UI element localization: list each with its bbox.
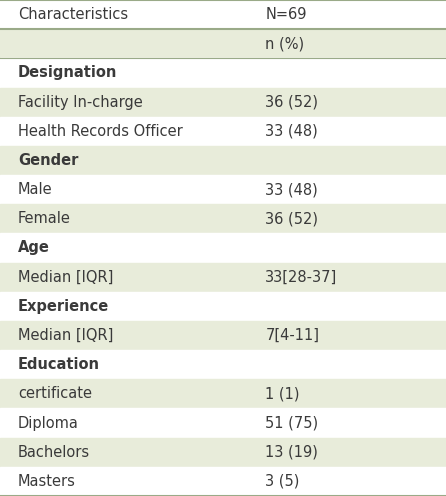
- Text: 36 (52): 36 (52): [265, 95, 318, 110]
- Bar: [0, 437, 446, 467]
- Text: Diploma: Diploma: [18, 416, 78, 431]
- Text: Median [IQR]: Median [IQR]: [18, 270, 113, 285]
- Bar: [0, 175, 446, 204]
- Text: Male: Male: [18, 182, 53, 197]
- Text: 1 (1): 1 (1): [265, 386, 300, 401]
- Text: certificate: certificate: [18, 386, 92, 401]
- Text: Facility In-charge: Facility In-charge: [18, 95, 143, 110]
- Text: n (%): n (%): [265, 36, 305, 51]
- Bar: [0, 234, 446, 262]
- Text: Female: Female: [18, 211, 71, 226]
- Bar: [0, 292, 446, 321]
- Bar: [0, 117, 446, 146]
- Text: 7[4-11]: 7[4-11]: [265, 328, 319, 343]
- Bar: [0, 321, 446, 350]
- Text: Experience: Experience: [18, 299, 109, 314]
- Bar: [0, 409, 446, 437]
- Text: Education: Education: [18, 357, 100, 372]
- Text: 36 (52): 36 (52): [265, 211, 318, 226]
- Text: 13 (19): 13 (19): [265, 445, 318, 460]
- Text: Bachelors: Bachelors: [18, 445, 90, 460]
- Text: N=69: N=69: [265, 7, 307, 22]
- Bar: [0, 204, 446, 234]
- Bar: [0, 350, 446, 379]
- Text: Age: Age: [18, 241, 50, 255]
- Bar: [0, 0, 446, 29]
- Text: Characteristics: Characteristics: [18, 7, 128, 22]
- Text: Median [IQR]: Median [IQR]: [18, 328, 113, 343]
- Text: 51 (75): 51 (75): [265, 416, 318, 431]
- Text: Designation: Designation: [18, 65, 117, 80]
- Text: Health Records Officer: Health Records Officer: [18, 124, 182, 139]
- Text: 3 (5): 3 (5): [265, 474, 300, 489]
- Bar: [0, 467, 446, 496]
- Text: Masters: Masters: [18, 474, 76, 489]
- Text: Gender: Gender: [18, 153, 78, 168]
- Bar: [0, 87, 446, 117]
- Text: 33 (48): 33 (48): [265, 182, 318, 197]
- Bar: [0, 262, 446, 292]
- Bar: [0, 29, 446, 59]
- Bar: [0, 379, 446, 409]
- Text: 33[28-37]: 33[28-37]: [265, 270, 338, 285]
- Bar: [0, 59, 446, 87]
- Bar: [0, 146, 446, 175]
- Text: 33 (48): 33 (48): [265, 124, 318, 139]
